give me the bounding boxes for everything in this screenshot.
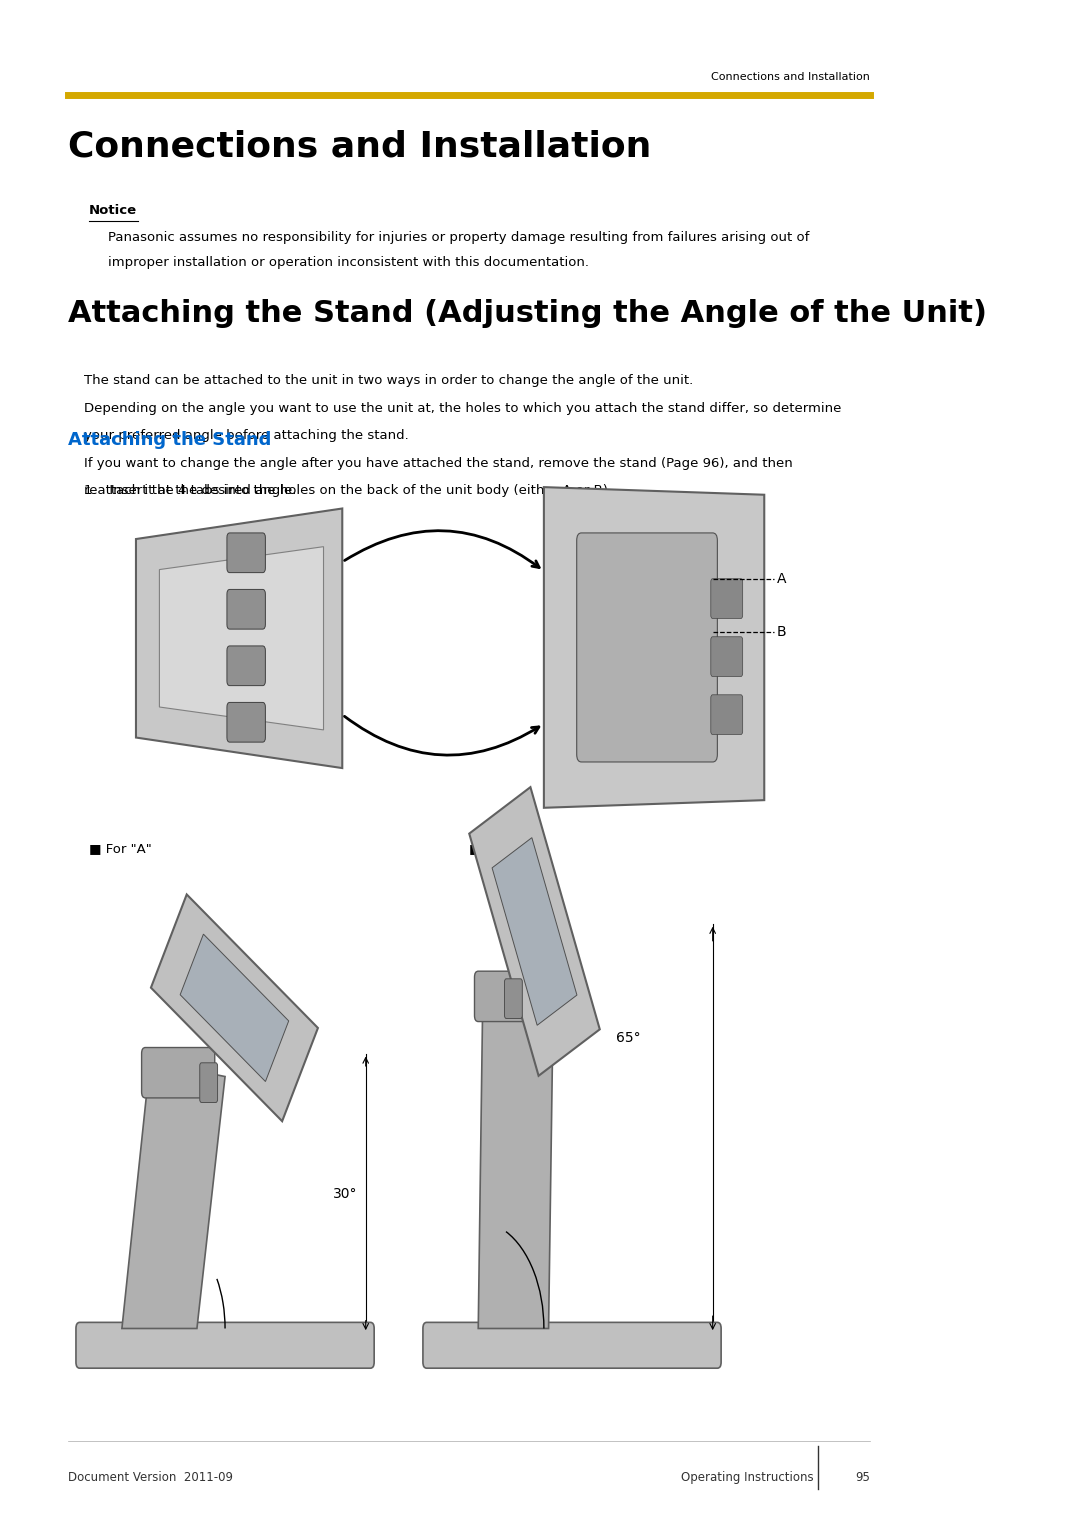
FancyArrowPatch shape [345,716,539,756]
Text: your preferred angle before attaching the stand.: your preferred angle before attaching th… [84,429,409,443]
Text: A: A [777,571,786,586]
FancyBboxPatch shape [423,1322,721,1368]
FancyBboxPatch shape [711,637,743,676]
Text: 1.   Insert the 4 tabs into the holes on the back of the unit body (either A or : 1. Insert the 4 tabs into the holes on t… [84,484,612,498]
Polygon shape [544,487,765,808]
Text: Operating Instructions: Operating Instructions [681,1471,814,1484]
Polygon shape [492,838,577,1025]
Text: 65°: 65° [616,1031,640,1046]
Text: B: B [777,625,786,640]
Text: 30°: 30° [333,1186,357,1202]
FancyBboxPatch shape [711,579,743,618]
Text: ■ For "B": ■ For "B" [469,841,531,855]
Text: Connections and Installation: Connections and Installation [712,72,870,82]
Text: Document Version  2011-09: Document Version 2011-09 [68,1471,232,1484]
Text: Notice: Notice [89,203,137,217]
FancyBboxPatch shape [227,533,266,573]
Text: ■ For "A": ■ For "A" [89,841,152,855]
Text: Depending on the angle you want to use the unit at, the holes to which you attac: Depending on the angle you want to use t… [84,402,841,415]
Text: Attaching the Stand: Attaching the Stand [68,431,271,449]
FancyBboxPatch shape [76,1322,374,1368]
Polygon shape [151,895,318,1121]
Text: reattach it at the desired angle.: reattach it at the desired angle. [84,484,297,498]
FancyBboxPatch shape [504,979,523,1019]
FancyBboxPatch shape [577,533,717,762]
Text: Attaching the Stand (Adjusting the Angle of the Unit): Attaching the Stand (Adjusting the Angle… [68,299,986,328]
FancyBboxPatch shape [474,971,548,1022]
Polygon shape [160,547,324,730]
Text: If you want to change the angle after you have attached the stand, remove the st: If you want to change the angle after yo… [84,457,793,470]
Polygon shape [469,786,599,1077]
Text: Panasonic assumes no responsibility for injuries or property damage resulting fr: Panasonic assumes no responsibility for … [108,231,809,244]
FancyBboxPatch shape [227,646,266,686]
Text: 95: 95 [855,1471,870,1484]
Polygon shape [122,1061,225,1328]
FancyBboxPatch shape [711,695,743,734]
FancyBboxPatch shape [200,1063,217,1102]
Polygon shape [478,985,553,1328]
FancyBboxPatch shape [227,702,266,742]
Polygon shape [180,935,288,1081]
FancyBboxPatch shape [227,589,266,629]
Text: improper installation or operation inconsistent with this documentation.: improper installation or operation incon… [108,255,589,269]
FancyArrowPatch shape [345,531,539,568]
Text: The stand can be attached to the unit in two ways in order to change the angle o: The stand can be attached to the unit in… [84,374,693,388]
FancyBboxPatch shape [141,1048,215,1098]
Polygon shape [136,508,342,768]
Text: Connections and Installation: Connections and Installation [68,130,651,163]
